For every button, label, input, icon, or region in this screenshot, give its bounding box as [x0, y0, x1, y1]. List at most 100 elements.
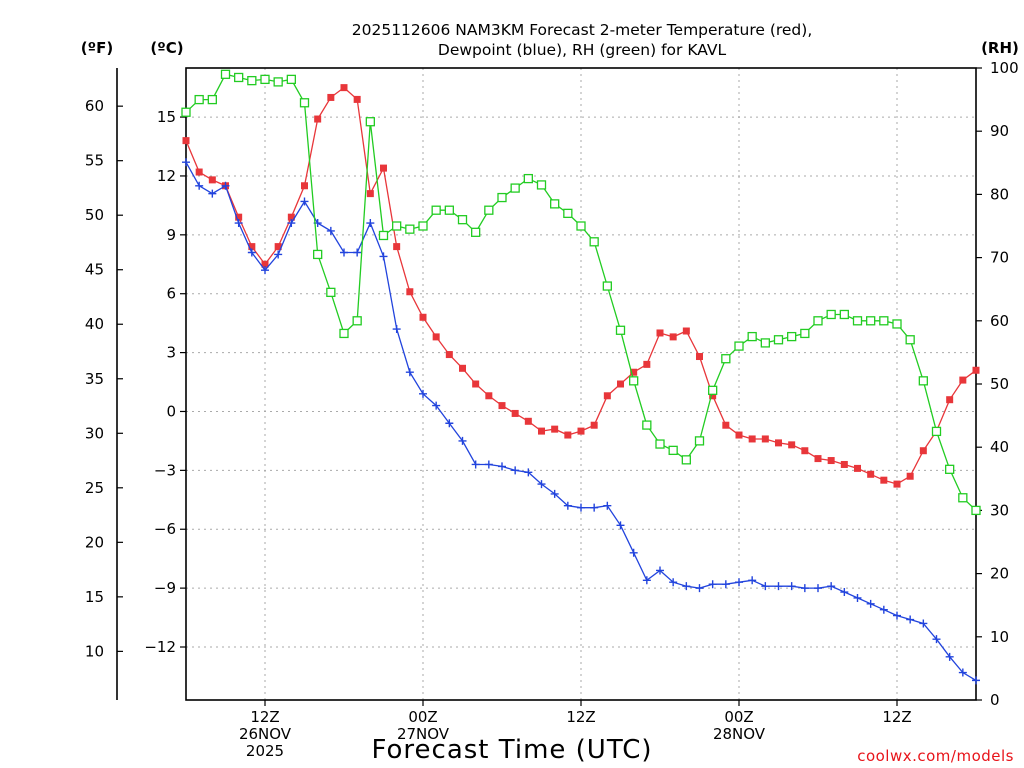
data-point: [946, 396, 954, 404]
data-point: [550, 199, 560, 209]
data-point: [194, 94, 204, 105]
data-point: [854, 464, 861, 472]
data-point: [722, 421, 730, 429]
data-point: [472, 380, 480, 388]
data-point: [419, 313, 427, 321]
data-point: [234, 219, 243, 228]
data-point: [709, 392, 717, 400]
fahrenheit-tick-label: 20: [85, 533, 104, 551]
data-point: [867, 470, 875, 478]
data-point: [365, 117, 375, 127]
data-point: [485, 392, 493, 400]
data-point: [577, 427, 585, 435]
data-point: [906, 472, 914, 480]
data-point: [314, 115, 322, 123]
plot-frame: [185, 67, 977, 701]
data-point: [445, 351, 453, 359]
data-point: [788, 441, 796, 449]
celsius-tick-label: −6: [154, 520, 176, 538]
data-point: [590, 503, 599, 512]
data-point: [735, 578, 743, 587]
data-point: [577, 503, 585, 512]
series-temperature: [182, 84, 980, 488]
data-point: [511, 466, 520, 475]
data-point: [273, 77, 283, 87]
data-point: [380, 164, 387, 172]
data-point: [511, 409, 519, 417]
fahrenheit-tick-label: 50: [85, 206, 104, 224]
data-point: [589, 237, 599, 247]
data-point: [734, 341, 744, 351]
fahrenheit-tick-label: 25: [85, 479, 104, 497]
data-point: [195, 181, 204, 190]
data-point: [340, 248, 348, 257]
data-point: [207, 94, 217, 105]
data-point: [747, 331, 757, 342]
chart-title: 2025112606 NAM3KM Forecast 2-meter Tempe…: [352, 21, 813, 59]
data-point: [643, 360, 651, 368]
data-point: [761, 582, 770, 591]
data-point: [524, 417, 532, 425]
data-point: [642, 420, 652, 430]
data-point: [260, 74, 270, 85]
data-point: [958, 493, 968, 503]
data-point: [629, 548, 638, 557]
data-point: [840, 460, 848, 468]
data-point: [432, 333, 440, 341]
data-point: [247, 248, 256, 257]
data-point: [893, 611, 901, 620]
data-point: [800, 584, 809, 593]
data-point: [616, 521, 625, 530]
data-point: [972, 676, 980, 685]
data-point: [432, 401, 441, 410]
data-point: [695, 584, 704, 593]
fahrenheit-tick-label: 35: [85, 370, 104, 388]
data-point: [656, 566, 664, 575]
celsius-tick-label: 3: [166, 344, 176, 362]
rh-tick-label: 50: [990, 375, 1009, 393]
fahrenheit-tick-label: 55: [85, 152, 104, 170]
data-point: [564, 431, 572, 439]
celsius-tick-label: 9: [166, 226, 176, 244]
rh-tick-label: 40: [990, 438, 1009, 456]
time-tick-label: 2025: [246, 742, 284, 760]
data-point: [563, 208, 573, 219]
data-point: [879, 316, 889, 326]
data-point: [840, 588, 849, 597]
data-point: [760, 338, 770, 348]
data-point: [444, 205, 454, 215]
data-point: [300, 197, 309, 206]
data-point: [905, 335, 915, 345]
data-point: [248, 243, 256, 251]
series-line: [185, 73, 977, 511]
data-point: [220, 69, 231, 79]
time-tick-label: 26NOV: [239, 725, 292, 743]
rh-tick-label: 10: [990, 628, 1009, 646]
data-point: [853, 593, 862, 602]
data-series: [181, 69, 981, 685]
data-point: [827, 582, 836, 591]
data-point: [880, 476, 888, 484]
fahrenheit-tick-label: 10: [85, 642, 104, 660]
rh-tick-label: 20: [990, 565, 1009, 583]
rh-tick-label: 90: [990, 122, 1009, 140]
celsius-tick-label: 6: [166, 285, 176, 303]
data-point: [959, 376, 967, 384]
data-point: [261, 266, 269, 275]
data-point: [682, 327, 690, 335]
fahrenheit-tick-label: 45: [85, 261, 104, 279]
data-point: [431, 205, 441, 215]
x-axis-label: Forecast Time (UTC): [371, 735, 652, 765]
celsius-tick-label: 15: [157, 108, 176, 126]
rh-tick-label: 60: [990, 312, 1009, 330]
data-point: [761, 435, 769, 443]
gridlines: [186, 68, 976, 700]
data-point: [471, 460, 480, 469]
data-point: [919, 447, 927, 455]
data-point: [696, 353, 703, 361]
data-point: [617, 380, 624, 388]
data-point: [261, 260, 269, 268]
data-point: [655, 439, 665, 449]
data-point: [484, 205, 494, 215]
